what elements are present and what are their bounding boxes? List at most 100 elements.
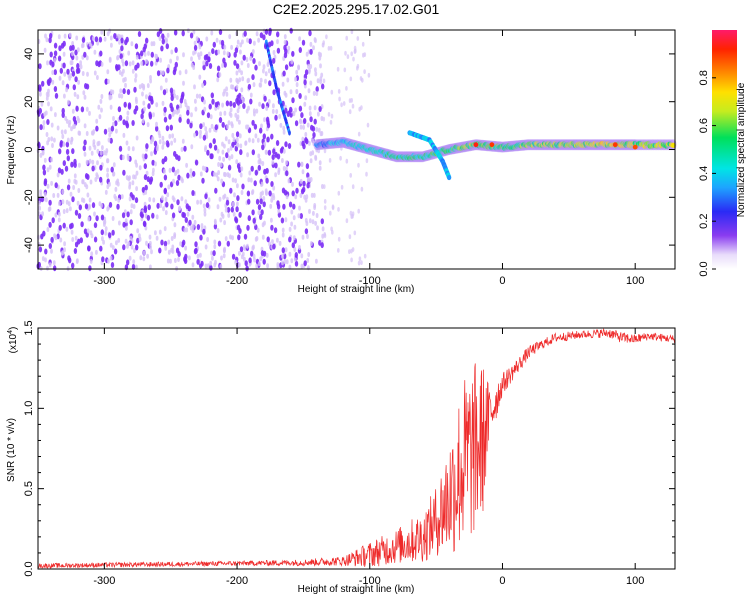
colorbar-gradient — [712, 30, 737, 269]
spectrogram-noise-cell — [135, 170, 139, 176]
spectrogram-noise-cell — [251, 149, 255, 156]
spectrogram-noise-cell — [209, 264, 213, 271]
spectrogram-noise-cell — [104, 78, 109, 85]
spectrogram-noise-cell — [66, 155, 71, 162]
spectrogram-noise-cell — [294, 76, 297, 82]
spectrogram-noise-cell — [317, 127, 321, 133]
spectrogram-noise-cell — [205, 36, 209, 42]
spectrogram-noise-cell — [42, 169, 47, 176]
spectrogram-noise-cell — [284, 48, 288, 55]
spectrogram-noise-cell — [41, 256, 45, 262]
spectrogram-noise-cell — [225, 100, 230, 107]
spectrogram-noise-cell — [255, 108, 259, 114]
snr-x-tick-label: -200 — [226, 575, 248, 587]
spectrogram-noise-cell — [245, 57, 249, 62]
spectrogram-noise-cell — [134, 73, 138, 79]
spectrogram-noise-cell — [253, 123, 258, 130]
spectrogram-noise-cell — [249, 92, 253, 98]
spectrogram-noise-cell — [337, 89, 341, 94]
spectrogram-noise-cell — [258, 61, 261, 67]
spectrogram-noise-cell — [233, 192, 236, 198]
spectrogram-noise-cell — [141, 153, 145, 159]
spectrogram-noise-cell — [213, 171, 216, 177]
spectrogram-noise-cell — [100, 94, 104, 99]
spectrogram-noise-cell — [154, 161, 157, 167]
spectrogram-noise-cell — [298, 93, 302, 99]
spectrogram-noise-cell — [89, 258, 93, 264]
spectrogram-noise-cell — [95, 249, 98, 255]
spectrogram-noise-cell — [171, 212, 176, 219]
spectrogram-noise-cell — [348, 109, 352, 115]
spectrogram-noise-cell — [48, 221, 52, 228]
spectrogram-noise-cell — [127, 146, 131, 151]
spectrogram-noise-cell — [93, 222, 98, 229]
spectrogram-noise-cell — [155, 125, 159, 132]
spectrogram-noise-cell — [71, 108, 75, 114]
spectrogram-noise-cell — [77, 79, 80, 85]
spectrogram-noise-cell — [262, 133, 266, 140]
spectrogram-noise-cell — [125, 36, 129, 43]
spectrogram-noise-cell — [109, 35, 113, 41]
spectrogram-noise-cell — [74, 49, 78, 56]
spectrogram-noise-cell — [85, 55, 89, 61]
spectrogram-noise-cell — [246, 190, 251, 197]
spectrogram-noise-cell — [220, 178, 224, 184]
spectrogram-noise-cell — [330, 113, 334, 119]
spectrogram-noise-cell — [183, 145, 187, 152]
spectrogram-noise-cell — [214, 101, 219, 108]
spectrogram-noise-cell — [235, 70, 239, 76]
spectrogram-noise-cell — [61, 199, 65, 205]
spectrogram-noise-cell — [260, 181, 264, 187]
spectrogram-noise-cell — [101, 145, 104, 151]
spectrogram-noise-cell — [160, 45, 164, 52]
spectrogram-noise-cell — [309, 80, 313, 86]
spectrogram-noise-cell — [170, 49, 174, 55]
spectrogram-noise-cell — [272, 193, 275, 198]
spectrogram-noise-cell — [130, 244, 134, 250]
spectrogram-noise-cell — [172, 178, 175, 184]
spectrogram-noise-cell — [301, 234, 305, 240]
spectrogram-noise-cell — [143, 163, 147, 170]
spectrogram-noise-cell — [172, 89, 176, 95]
spectrogram-noise-cell — [91, 159, 95, 165]
spectrogram-noise-cell — [153, 148, 157, 155]
spectrogram-noise-cell — [216, 176, 220, 182]
spectrogram-noise-cell — [159, 181, 163, 188]
spectrogram-noise-cell — [128, 181, 132, 187]
spectrogram-noise-cell — [144, 213, 148, 219]
spectrogram-noise-cell — [229, 145, 233, 151]
spectrogram-noise-cell — [73, 173, 77, 179]
spectrogram-noise-cell — [238, 119, 241, 125]
spectrogram-noise-cell — [265, 252, 269, 258]
spectrogram-noise-cell — [77, 188, 81, 193]
spectrogram-noise-cell — [236, 114, 240, 120]
spectrogram-noise-cell — [198, 74, 202, 80]
spectrogram-noise-cell — [320, 218, 324, 225]
spectrogram-noise-cell — [58, 148, 62, 155]
spectrogram-noise-cell — [118, 93, 121, 99]
spectrogram-noise-cell — [48, 243, 52, 249]
spectrogram-noise-cell — [305, 163, 310, 170]
spectrogram-noise-cell — [175, 95, 179, 100]
spectrogram-noise-cell — [49, 32, 53, 39]
spectrogram-noise-cell — [59, 67, 63, 74]
spectrogram-noise-cell — [352, 56, 355, 62]
spectrogram-noise-cell — [345, 158, 349, 164]
spectrogram-noise-cell — [194, 241, 198, 248]
spectrogram-noise-cell — [216, 148, 220, 154]
spectrogram-noise-cell — [315, 86, 319, 93]
spectrogram-noise-cell — [331, 229, 334, 235]
spectrogram-noise-cell — [193, 219, 197, 225]
spectrogram-noise-cell — [301, 39, 306, 46]
spectrogram-noise-cell — [308, 111, 312, 117]
spectrogram-noise-cell — [157, 130, 161, 136]
spectrogram-noise-cell — [58, 224, 62, 231]
spectrogram-noise-cell — [231, 201, 235, 207]
spectrogram-noise-cell — [204, 147, 207, 152]
spectrogram-noise-cell — [61, 189, 65, 195]
snr-y-tick-label: 1.5 — [23, 320, 35, 335]
spectrogram-noise-cell — [216, 65, 221, 72]
spectrogram-noise-cell — [108, 201, 113, 208]
spectrogram-noise-cell — [340, 102, 343, 108]
spectrogram-noise-cell — [337, 248, 340, 253]
